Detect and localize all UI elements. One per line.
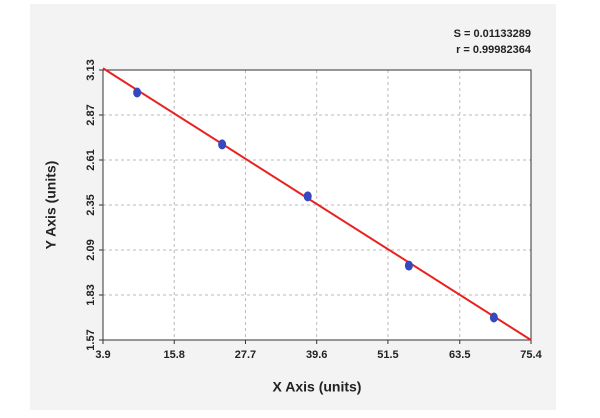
y-axis-label: Y Axis (units): [43, 161, 59, 250]
point: [489, 312, 498, 323]
y-tick-label: 2.87: [85, 104, 97, 125]
point: [404, 260, 413, 271]
fit-line: [102, 67, 532, 341]
annotation: r = 0.99982364: [456, 44, 532, 56]
y-tick-label: 1.57: [85, 329, 97, 350]
annotation: S = 0.01133289: [454, 28, 531, 40]
x-tick-label: 63.5: [449, 349, 470, 361]
point: [303, 191, 312, 202]
y-tick-label: 3.13: [85, 59, 97, 80]
y-tick-label: 2.35: [85, 194, 97, 215]
y-tick-label: 1.83: [85, 284, 97, 305]
x-tick-label: 51.5: [377, 349, 398, 361]
x-tick-label: 3.9: [95, 349, 110, 361]
point: [133, 87, 142, 98]
x-tick-label: 39.6: [306, 349, 327, 361]
plot-frame: [102, 69, 532, 341]
x-axis-label: X Axis (units): [273, 379, 362, 395]
point: [218, 139, 227, 150]
x-tick-label: 27.7: [235, 349, 256, 361]
x-tick-label: 75.4: [520, 349, 542, 361]
x-tick-label: 15.8: [164, 349, 185, 361]
y-tick-label: 2.09: [85, 239, 97, 260]
y-tick-label: 2.61: [85, 149, 97, 170]
